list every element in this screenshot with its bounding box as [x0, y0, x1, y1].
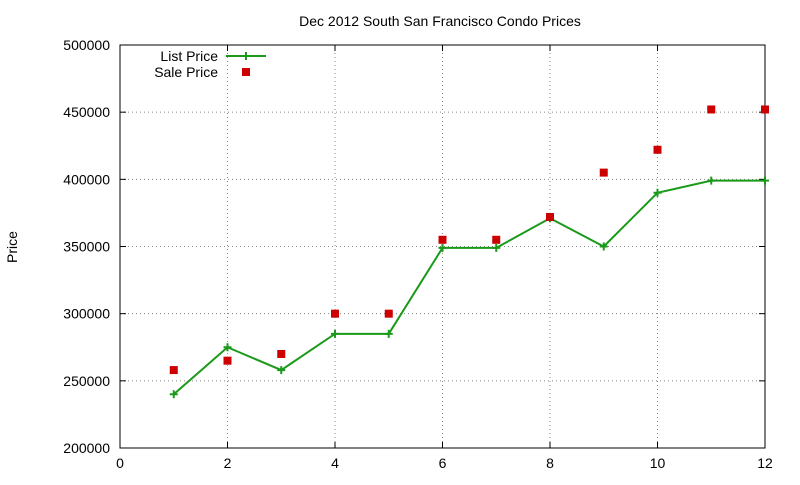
- data-point: [599, 242, 608, 251]
- data-point: [277, 366, 286, 375]
- x-tick-label: 8: [546, 455, 554, 471]
- y-tick-label: 400000: [63, 171, 110, 187]
- data-point: [707, 176, 716, 185]
- y-tick-label: 250000: [63, 373, 110, 389]
- data-point: [438, 243, 447, 252]
- series-sale-price: [169, 105, 769, 375]
- x-tick-label: 2: [224, 455, 232, 471]
- legend-label: Sale Price: [154, 64, 218, 80]
- data-point: [492, 243, 501, 252]
- ticks-layer: 200000 250000 300000 350000 400000 450000 5000…: [63, 37, 773, 471]
- y-tick-label: 200000: [63, 440, 110, 456]
- data-point: [492, 235, 501, 244]
- series-list-price: [169, 176, 769, 399]
- data-point: [653, 145, 662, 154]
- x-tick-label: 6: [439, 455, 447, 471]
- y-tick-label: 350000: [63, 239, 110, 255]
- y-axis-label: Price: [4, 231, 20, 263]
- x-tick-label: 0: [116, 455, 124, 471]
- data-point: [331, 309, 339, 318]
- data-point: [169, 366, 178, 375]
- data-point: [223, 343, 232, 352]
- data-point: [277, 349, 286, 358]
- data-point: [761, 105, 769, 114]
- data-point: [599, 168, 608, 177]
- x-tick-label: 4: [331, 455, 339, 471]
- data-point: [384, 329, 393, 338]
- x-tick-label: 10: [650, 455, 666, 471]
- data-point: [707, 105, 716, 114]
- y-tick-label: 500000: [63, 37, 110, 53]
- series-layer: [169, 105, 769, 399]
- y-tick-label: 450000: [63, 104, 110, 120]
- data-point: [438, 235, 447, 244]
- data-point: [546, 212, 554, 221]
- x-tick-label: 12: [757, 455, 773, 471]
- data-point: [653, 188, 662, 197]
- data-point: [169, 390, 178, 399]
- series-line: [173, 179, 765, 396]
- data-point: [223, 356, 232, 365]
- data-point: [384, 309, 393, 318]
- y-tick-label: 300000: [63, 306, 110, 322]
- data-point: [761, 176, 769, 185]
- legend-marker: [242, 52, 250, 60]
- chart-title: Dec 2012 South San Francisco Condo Price…: [299, 13, 581, 29]
- legend-label: List Price: [160, 48, 218, 64]
- legend-marker: [242, 68, 250, 76]
- data-point: [331, 329, 339, 338]
